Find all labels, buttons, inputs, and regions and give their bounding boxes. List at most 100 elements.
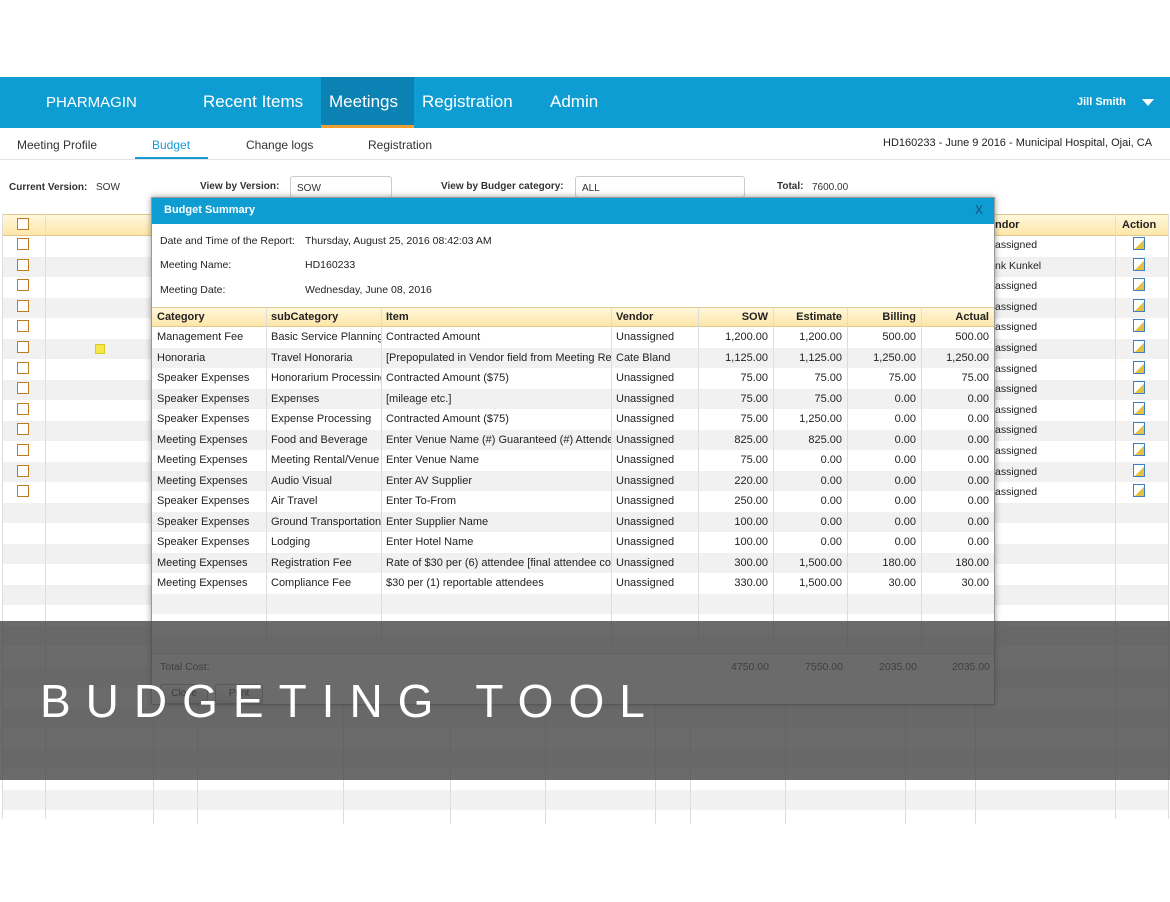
- modal-td: 0.00: [967, 413, 989, 425]
- modal-col-line: [847, 307, 848, 652]
- row-checkbox[interactable]: [17, 382, 29, 395]
- row-checkbox[interactable]: [17, 279, 29, 292]
- modal-td: Unassigned: [616, 495, 675, 507]
- vendor-cell: assigned: [995, 362, 1038, 375]
- row-checkbox[interactable]: [17, 238, 29, 250]
- nav-active-bg: [321, 77, 414, 128]
- modal-close[interactable]: X: [975, 203, 984, 217]
- select[interactable]: ALL: [575, 176, 745, 198]
- label: View by Version:: [200, 181, 280, 192]
- modal-col-line: [611, 307, 612, 652]
- modal-td: Unassigned: [616, 392, 675, 405]
- edit-icon[interactable]: [1133, 257, 1145, 271]
- modal-td: Meeting Rental/Venue F: [271, 454, 381, 466]
- modal-td: 0.00: [894, 474, 916, 487]
- edit-icon[interactable]: [1133, 381, 1145, 395]
- row-checkbox[interactable]: [17, 320, 29, 333]
- modal-row: [152, 450, 994, 471]
- edit-icon[interactable]: [1133, 463, 1145, 477]
- value: SOW: [96, 182, 120, 193]
- edit-icon[interactable]: [1133, 298, 1145, 312]
- edit-icon[interactable]: [1133, 278, 1145, 292]
- edit-icon[interactable]: [1133, 237, 1145, 250]
- tab[interactable]: Budget: [152, 138, 191, 152]
- modal-td: 300.00: [734, 556, 768, 569]
- modal-td: Honorarium Processing: [271, 372, 381, 384]
- tab[interactable]: Meeting Profile: [17, 138, 98, 152]
- user-name[interactable]: Jill Smith: [1077, 96, 1126, 108]
- modal-td: Speaker Expenses: [157, 413, 250, 425]
- row-checkbox[interactable]: [17, 299, 29, 312]
- tab[interactable]: Registration: [368, 138, 433, 152]
- row-checkbox[interactable]: [17, 485, 29, 498]
- modal-row: [152, 409, 994, 430]
- modal-td: Cate Bland: [616, 351, 671, 364]
- nav-item[interactable]: Meetings: [329, 92, 398, 111]
- row-checkbox[interactable]: [17, 444, 29, 456]
- modal-td: Enter Supplier Name: [386, 515, 489, 528]
- modal: Budget Summary X Date and Time of the Repo…: [151, 197, 995, 705]
- modal-row: [152, 532, 994, 553]
- edit-icon[interactable]: [1133, 443, 1145, 456]
- modal-row: [152, 347, 994, 368]
- row-checkbox[interactable]: [17, 464, 29, 477]
- modal-td: Speaker Expenses: [157, 392, 250, 405]
- row-checkbox[interactable]: [17, 341, 29, 353]
- tab[interactable]: Change logs: [246, 138, 314, 152]
- edit-icon[interactable]: [1133, 340, 1145, 353]
- modal-td: 0.00: [894, 413, 916, 425]
- modal-td: Unassigned: [616, 556, 675, 569]
- modal-td: Honoraria: [157, 351, 206, 364]
- modal-th: Item: [386, 311, 409, 323]
- modal-td: Basic Service Planning: [271, 331, 381, 343]
- modal-col-line: [266, 307, 267, 652]
- table-row: [2, 789, 1169, 810]
- nav-item[interactable]: Admin: [550, 92, 599, 111]
- modal-td: 500.00: [882, 331, 916, 343]
- modal-td: Rate of $30 per (6) attendee [final atte…: [386, 556, 611, 569]
- modal-table-header: [152, 307, 994, 327]
- select[interactable]: SOW: [290, 176, 392, 198]
- row-checkbox[interactable]: [17, 402, 29, 415]
- modal-td: 0.00: [894, 392, 916, 405]
- modal-th: Billing: [882, 311, 916, 323]
- modal-td: 500.00: [955, 331, 989, 343]
- modal-td: 30.00: [888, 577, 916, 589]
- modal-td: Expenses: [271, 392, 320, 405]
- modal-td: Unassigned: [616, 474, 675, 487]
- row-checkbox[interactable]: [17, 423, 29, 436]
- edit-icon[interactable]: [1133, 422, 1145, 436]
- modal-td: Contracted Amount ($75): [386, 372, 509, 384]
- modal-td: 0.00: [967, 433, 989, 446]
- modal-td: 0.00: [967, 392, 989, 405]
- edit-icon[interactable]: [1133, 360, 1145, 374]
- modal-col-line: [921, 307, 922, 652]
- nav-active-underline: [321, 125, 414, 128]
- modal-td: Meeting Expenses: [157, 577, 248, 589]
- modal-td: 180.00: [955, 556, 989, 569]
- modal-td: Expense Processing: [271, 413, 372, 425]
- logo-text: PHARMAGIN: [46, 94, 137, 111]
- edit-icon[interactable]: [1133, 319, 1145, 333]
- modal-td: 1,250.00: [946, 351, 989, 364]
- info-value: HD160233: [305, 259, 356, 271]
- nav-item[interactable]: Registration: [422, 92, 513, 111]
- label: View by Budger category:: [441, 181, 564, 192]
- nav-item[interactable]: Recent Items: [203, 92, 304, 111]
- modal-td: Unassigned: [616, 433, 675, 446]
- modal-td: Meeting Expenses: [157, 556, 248, 569]
- modal-td: Lodging: [271, 536, 311, 548]
- vendor-cell: assigned: [995, 342, 1038, 354]
- col-line: [1115, 214, 1116, 819]
- edit-icon[interactable]: [1133, 484, 1145, 498]
- edit-icon[interactable]: [1133, 401, 1145, 415]
- modal-td: Enter Hotel Name: [386, 536, 474, 548]
- info-label: Meeting Name:: [160, 259, 232, 271]
- vendor-cell: assigned: [995, 465, 1038, 478]
- modal-td: 0.00: [894, 433, 916, 446]
- modal-td: Registration Fee: [271, 556, 352, 569]
- modal-td: 1,200.00: [725, 331, 768, 343]
- row-checkbox[interactable]: [17, 258, 29, 271]
- modal-td: 0.00: [820, 536, 842, 548]
- row-checkbox[interactable]: [17, 361, 29, 374]
